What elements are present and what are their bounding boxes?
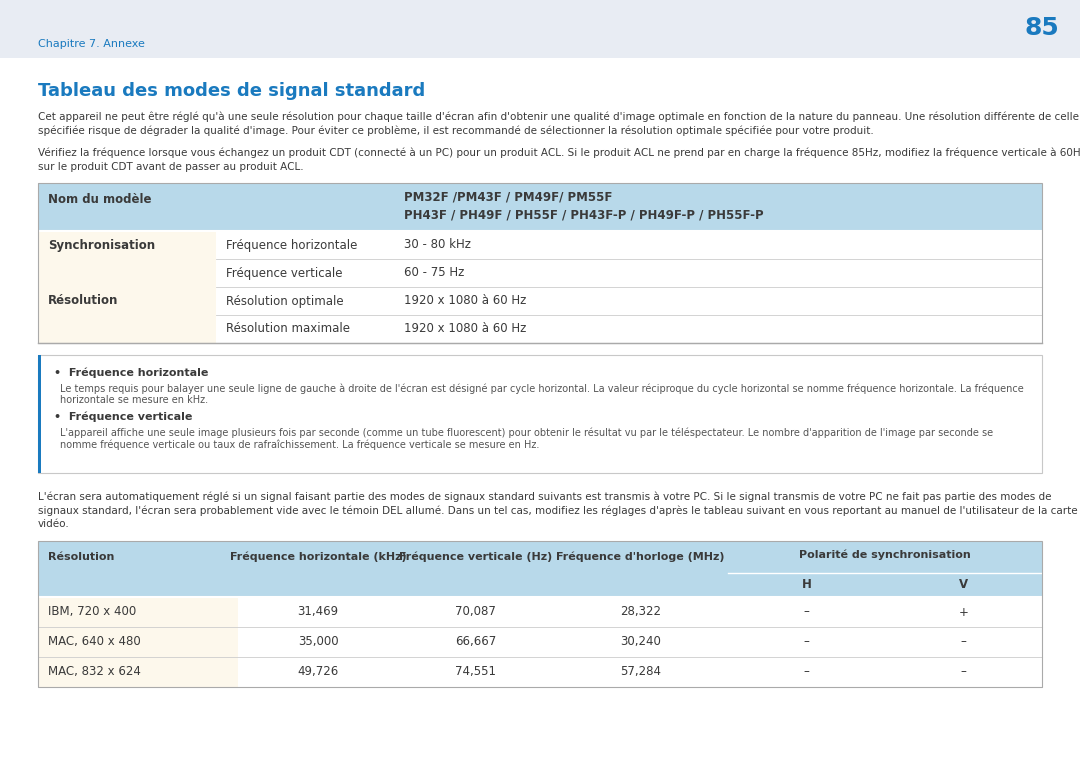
Text: IBM, 720 x 400: IBM, 720 x 400 xyxy=(48,606,136,619)
Bar xyxy=(38,657,238,687)
Bar xyxy=(38,627,238,657)
Text: 70,087: 70,087 xyxy=(455,606,496,619)
Text: 66,667: 66,667 xyxy=(455,636,496,649)
Text: 74,551: 74,551 xyxy=(455,665,496,678)
Text: Résolution: Résolution xyxy=(48,295,119,307)
Text: Vérifiez la fréquence lorsque vous échangez un produit CDT (connecté à un PC) po: Vérifiez la fréquence lorsque vous échan… xyxy=(38,148,1080,159)
Bar xyxy=(38,355,1042,473)
Text: –: – xyxy=(804,636,809,649)
Text: Fréquence verticale (Hz): Fréquence verticale (Hz) xyxy=(399,552,552,562)
Text: MAC, 640 x 480: MAC, 640 x 480 xyxy=(48,636,140,649)
Text: PM32F /PM43F / PM49F/ PM55F: PM32F /PM43F / PM49F/ PM55F xyxy=(404,191,612,204)
Text: 1920 x 1080 à 60 Hz: 1920 x 1080 à 60 Hz xyxy=(404,323,526,336)
Text: +: + xyxy=(959,606,969,619)
Text: MAC, 832 x 624: MAC, 832 x 624 xyxy=(48,665,140,678)
Bar xyxy=(38,183,1042,343)
Text: Nom du modèle: Nom du modèle xyxy=(48,193,151,206)
Text: Polarité de synchronisation: Polarité de synchronisation xyxy=(799,550,971,560)
Bar xyxy=(38,597,238,627)
Text: sur le produit CDT avant de passer au produit ACL.: sur le produit CDT avant de passer au pr… xyxy=(38,162,303,172)
Text: 31,469: 31,469 xyxy=(297,606,338,619)
Text: signaux standard, l'écran sera probablement vide avec le témoin DEL allumé. Dans: signaux standard, l'écran sera probablem… xyxy=(38,505,1078,516)
Text: 1920 x 1080 à 60 Hz: 1920 x 1080 à 60 Hz xyxy=(404,295,526,307)
Text: Le temps requis pour balayer une seule ligne de gauche à droite de l'écran est d: Le temps requis pour balayer une seule l… xyxy=(60,383,1024,394)
Text: 30 - 80 kHz: 30 - 80 kHz xyxy=(404,239,471,252)
Text: 49,726: 49,726 xyxy=(297,665,339,678)
Text: –: – xyxy=(960,665,967,678)
Text: spécifiée risque de dégrader la qualité d'image. Pour éviter ce problème, il est: spécifiée risque de dégrader la qualité … xyxy=(38,126,874,137)
Text: Synchronisation: Synchronisation xyxy=(48,239,156,252)
Text: L'appareil affiche une seule image plusieurs fois par seconde (comme un tube flu: L'appareil affiche une seule image plusi… xyxy=(60,427,994,437)
Text: Résolution optimale: Résolution optimale xyxy=(226,295,343,307)
Text: Fréquence d'horloge (MHz): Fréquence d'horloge (MHz) xyxy=(556,552,725,562)
Text: –: – xyxy=(804,665,809,678)
Text: vidéo.: vidéo. xyxy=(38,519,70,529)
Text: 85: 85 xyxy=(1025,16,1059,40)
Bar xyxy=(38,183,1042,231)
Text: Fréquence verticale: Fréquence verticale xyxy=(226,266,342,279)
Bar xyxy=(38,541,1042,687)
Text: 28,322: 28,322 xyxy=(620,606,661,619)
Text: –: – xyxy=(960,636,967,649)
Text: Fréquence horizontale: Fréquence horizontale xyxy=(226,239,357,252)
Text: H: H xyxy=(801,578,811,591)
Text: –: – xyxy=(804,606,809,619)
Text: 30,240: 30,240 xyxy=(620,636,661,649)
Bar xyxy=(38,231,216,287)
Text: Cet appareil ne peut être réglé qu'à une seule résolution pour chaque taille d'é: Cet appareil ne peut être réglé qu'à une… xyxy=(38,112,1079,123)
Text: Tableau des modes de signal standard: Tableau des modes de signal standard xyxy=(38,82,426,100)
Text: •  Fréquence verticale: • Fréquence verticale xyxy=(54,411,192,421)
Text: Chapitre 7. Annexe: Chapitre 7. Annexe xyxy=(38,39,145,49)
Text: Fréquence horizontale (kHz): Fréquence horizontale (kHz) xyxy=(230,552,406,562)
Text: 60 - 75 Hz: 60 - 75 Hz xyxy=(404,266,464,279)
Bar xyxy=(38,541,1042,597)
Bar xyxy=(38,287,216,343)
Text: nomme fréquence verticale ou taux de rafraîchissement. La fréquence verticale se: nomme fréquence verticale ou taux de raf… xyxy=(60,439,539,449)
Text: 57,284: 57,284 xyxy=(620,665,661,678)
Text: Résolution maximale: Résolution maximale xyxy=(226,323,350,336)
Bar xyxy=(38,355,41,473)
Text: •  Fréquence horizontale: • Fréquence horizontale xyxy=(54,367,208,378)
Text: 35,000: 35,000 xyxy=(298,636,338,649)
Text: L'écran sera automatiquement réglé si un signal faisant partie des modes de sign: L'écran sera automatiquement réglé si un… xyxy=(38,491,1052,501)
Text: PH43F / PH49F / PH55F / PH43F-P / PH49F-P / PH55F-P: PH43F / PH49F / PH55F / PH43F-P / PH49F-… xyxy=(404,209,764,222)
Bar xyxy=(0,0,1080,58)
Text: V: V xyxy=(959,578,968,591)
Text: Résolution: Résolution xyxy=(48,552,114,562)
Text: horizontale se mesure en kHz.: horizontale se mesure en kHz. xyxy=(60,395,208,405)
